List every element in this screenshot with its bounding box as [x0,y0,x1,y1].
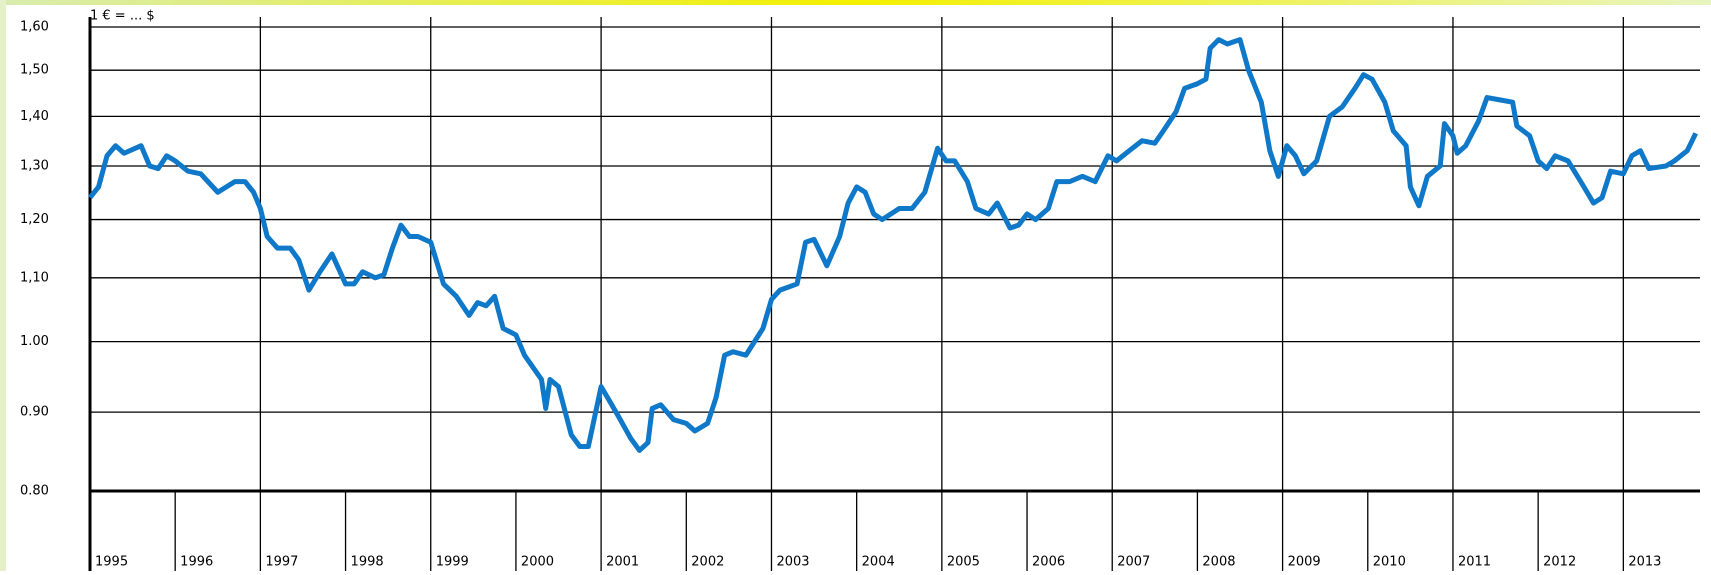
x-tick-label: 2000 [521,555,554,570]
x-tick-label: 2013 [1628,555,1661,570]
x-tick-label: 2009 [1288,555,1321,570]
y-tick-label: 1,30 [20,158,49,173]
line-series [88,37,1698,453]
x-tick-label: 2002 [691,555,724,570]
x-tick-label: 2005 [947,555,980,570]
left-strip [0,0,6,571]
top-strip [0,0,1711,5]
x-tick-label: 1996 [180,555,213,570]
chart-title: 1 € = ... $ [90,9,155,24]
y-tick-label: 0.90 [20,405,49,420]
x-tick-label: 1997 [265,555,298,570]
x-tick-label: 2003 [776,555,809,570]
x-tick-label: 2010 [1373,555,1406,570]
x-tick-label: 2012 [1543,555,1576,570]
y-tick-label: 1,60 [20,20,49,35]
x-tick-label: 2006 [1032,555,1065,570]
y-tick-label: 1,20 [20,212,49,227]
x-tick-label: 2008 [1202,555,1235,570]
x-tick-label: 1999 [436,555,469,570]
x-tick-label: 1995 [95,555,128,570]
y-tick-label: 1.00 [20,334,49,349]
x-tick-label: 2011 [1458,555,1491,570]
y-tick-label: 1,10 [20,270,49,285]
x-tick-label: 1998 [351,555,384,570]
x-tick-label: 2004 [862,555,895,570]
y-tick-label: 0.80 [20,484,49,499]
y-tick-label: 1,40 [20,109,49,124]
x-tick-label: 2001 [606,555,639,570]
y-tick-label: 1,50 [20,63,49,78]
x-tick-label: 2007 [1117,555,1150,570]
